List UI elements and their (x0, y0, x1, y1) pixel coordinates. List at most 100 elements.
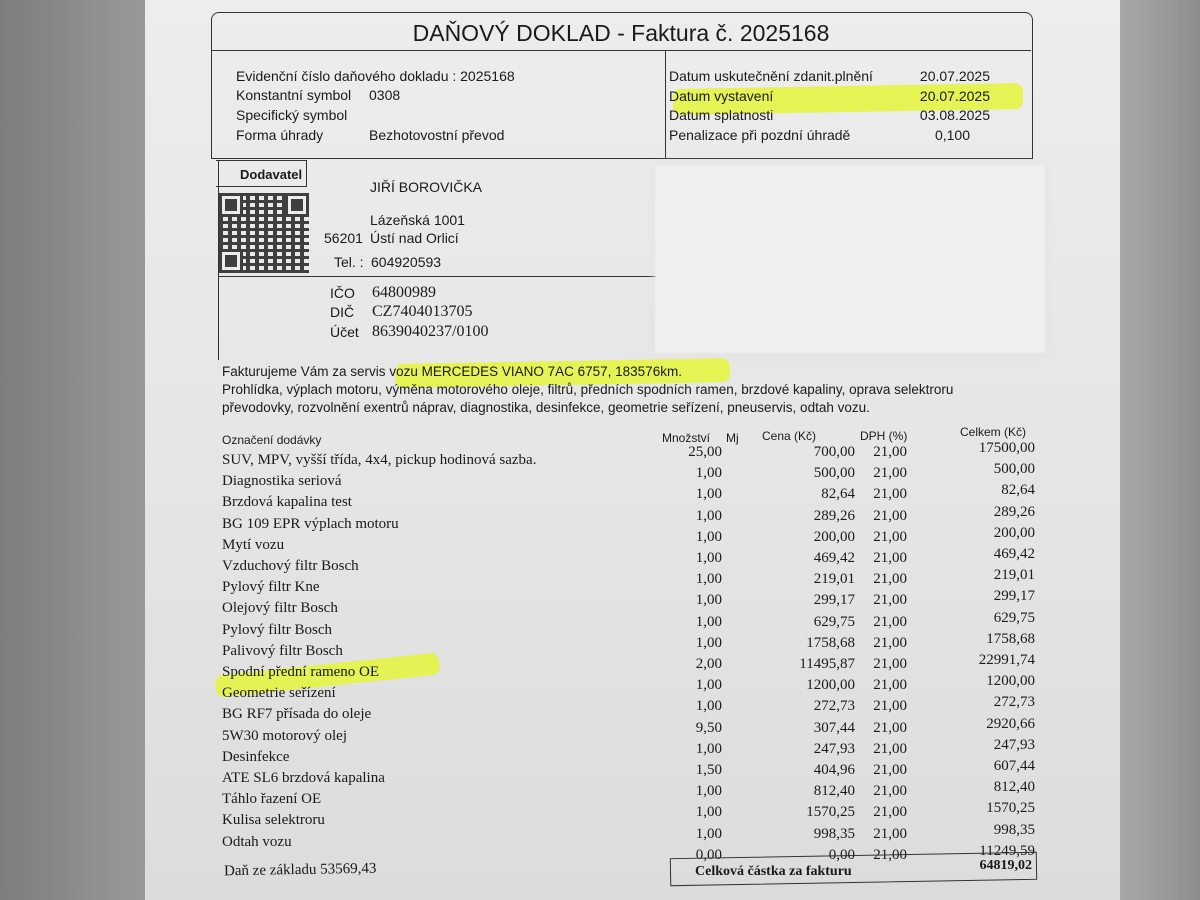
row-price: 1570,25 (806, 804, 855, 821)
row-item: SUV, MPV, vyšší třída, 4x4, pickup hodin… (222, 452, 537, 468)
row-price: 247,93 (813, 740, 855, 757)
date-label: Datum uskutečnění zdanit.plnění (669, 68, 873, 84)
redacted-customer (655, 165, 1045, 353)
row-total: 500,00 (993, 461, 1035, 478)
row-item: Geometrie seřízení (222, 685, 336, 702)
row-qty: 0,00 (695, 846, 722, 863)
row-price: 11495,87 (799, 656, 855, 672)
konst-label: Konstantní symbol (236, 87, 352, 103)
row-price: 812,40 (813, 783, 855, 800)
ico-label: IČO (330, 285, 355, 301)
row-item: Palivový filtr Bosch (222, 642, 343, 659)
row-price: 289,26 (813, 507, 855, 524)
row-price: 272,73 (813, 698, 855, 715)
tel-label: Tel. : (334, 254, 364, 270)
row-total: 200,00 (993, 524, 1035, 541)
row-vat: 21,00 (873, 528, 907, 545)
dodavatel-heading: Dodavatel (240, 167, 303, 182)
row-total: 1200,00 (986, 673, 1035, 690)
row-qty: 1,00 (695, 677, 722, 694)
row-qty: 1,00 (695, 804, 722, 821)
row-item: ATE SL6 brzdová kapalina (222, 770, 385, 786)
row-vat: 21,00 (873, 677, 907, 694)
date-label: Datum vystavení (669, 87, 774, 104)
row-total: 289,26 (993, 503, 1035, 520)
header-price: Cena (Kč) (762, 429, 817, 443)
divider (218, 160, 219, 360)
date-value: 0,100 (934, 126, 970, 143)
header-qty: Množství (662, 431, 711, 445)
row-vat: 21,00 (873, 783, 907, 800)
row-item: Pylový filtr Bosch (222, 621, 333, 638)
row-vat: 21,00 (873, 804, 907, 821)
row-item: Olejový filtr Bosch (222, 600, 338, 617)
dodavatel-tab (216, 160, 307, 187)
row-vat: 21,00 (873, 634, 907, 651)
row-vat: 21,00 (873, 846, 907, 863)
row-vat: 21,00 (873, 550, 907, 566)
header-vat: DPH (%) (860, 429, 908, 443)
row-item: Vzduchový filtr Bosch (222, 558, 359, 574)
row-vat: 21,00 (873, 465, 907, 482)
row-price: 1758,68 (806, 634, 855, 651)
header-box (211, 12, 1033, 159)
row-item: Kulisa selektroru (222, 812, 325, 829)
row-total: 2920,66 (986, 715, 1035, 732)
row-item: Desinfekce (222, 748, 290, 765)
row-total: 82,64 (1001, 482, 1035, 499)
row-price: 998,35 (813, 825, 855, 842)
row-qty: 1,00 (695, 740, 722, 757)
row-price: 700,00 (813, 444, 855, 460)
background-right (1120, 0, 1200, 900)
row-vat: 21,00 (873, 719, 907, 736)
row-vat: 21,00 (873, 698, 907, 715)
row-total: 1758,68 (986, 630, 1035, 647)
row-qty: 1,00 (695, 528, 722, 545)
row-total: 11249,59 (979, 842, 1035, 859)
invoice-paper (145, 0, 1120, 900)
konst-value: 0308 (369, 87, 401, 103)
header-total: Celkem (Kč) (960, 425, 1027, 439)
description-line-2: Prohlídka, výplach motoru, výměna motoro… (222, 382, 954, 397)
vehicle-info: vozu MERCEDES VIANO 7AC 6757, 183576km. (389, 364, 682, 379)
total-value: 64819,02 (979, 858, 1033, 873)
row-qty: 1,00 (695, 592, 722, 609)
row-total: 469,42 (993, 546, 1035, 562)
row-price: 82,64 (821, 486, 855, 503)
row-qty: 9,50 (695, 719, 722, 736)
tax-note: Daň ze základu 53569,43 (223, 860, 377, 880)
row-price: 0,00 (828, 846, 855, 863)
row-vat: 21,00 (873, 571, 907, 588)
row-price: 404,96 (813, 762, 855, 778)
header-unit: Mj (726, 431, 739, 445)
row-price: 629,75 (813, 613, 855, 630)
date-label: Datum splatnosti (669, 107, 774, 123)
row-qty: 1,00 (695, 825, 722, 842)
row-price: 219,01 (813, 571, 855, 588)
row-vat: 21,00 (873, 507, 907, 524)
row-price: 200,00 (813, 528, 855, 545)
row-qty: 1,00 (695, 507, 722, 524)
row-item: BG RF7 přísada do oleje (222, 706, 372, 723)
description-intro: Fakturujeme Vám za servis (222, 364, 390, 379)
row-qty: 1,50 (695, 762, 722, 778)
date-value: 20.07.2025 (919, 87, 990, 104)
ucet-value: 8639040237/0100 (372, 323, 489, 340)
row-item: Brzdová kapalina test (222, 494, 352, 511)
divider (665, 51, 666, 158)
row-vat: 21,00 (873, 825, 907, 842)
row-vat: 21,00 (873, 444, 907, 460)
description-line-3: převodovky, rozvolnění exentrů náprav, d… (222, 400, 870, 415)
row-total: 998,35 (993, 821, 1035, 838)
row-total: 219,01 (993, 567, 1035, 584)
row-vat: 21,00 (873, 656, 907, 672)
row-total: 272,73 (993, 694, 1035, 711)
dic-label: DIČ (330, 304, 355, 320)
qr-code (219, 193, 309, 273)
row-qty: 1,00 (695, 634, 722, 651)
header-item: Označení dodávky (222, 433, 322, 447)
date-label: Penalizace při pozdní úhradě (669, 126, 851, 143)
row-total: 17500,00 (978, 440, 1035, 456)
row-total: 247,93 (993, 736, 1035, 753)
supplier-zip: 56201 (324, 230, 363, 246)
